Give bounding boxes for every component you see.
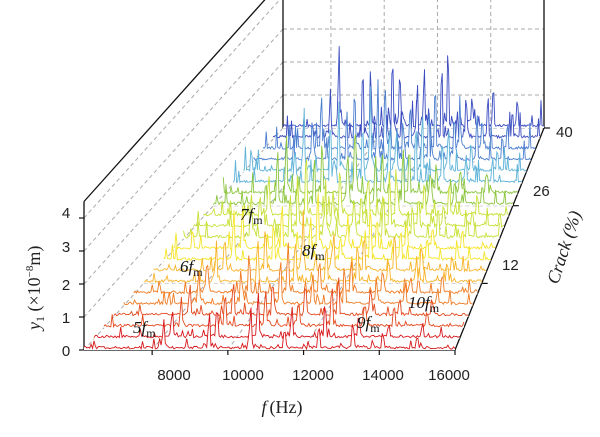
y-tick-label: 4 [62,205,70,222]
harmonic-symbol: f [311,241,318,260]
x-tick-label: 8000 [157,367,190,384]
frame-edge [83,0,266,202]
spectrum-trace [232,128,522,184]
harmonic-symbol: f [189,257,196,276]
side-wall-gridline [83,28,284,252]
harmonic-label: 6fm [180,257,203,279]
spectrum-trace-fill [243,86,527,173]
harmonic-order: 7 [240,205,250,224]
side-wall-gridline [83,61,284,285]
z-tick-label: 12 [502,257,519,274]
harmonic-subscript: m [430,301,440,315]
spectrum-trace [93,292,460,339]
harmonic-subscript: m [146,326,156,340]
spectrum-trace [203,159,509,218]
y-tick-label: 1 [62,310,70,327]
x-tick-label: 10000 [222,367,264,384]
y-tick-label: 2 [62,277,70,294]
x-tick-label: 12000 [292,367,334,384]
spectrum-trace [282,46,545,129]
harmonic-label: 8fm [302,241,325,263]
z-tick-label: 40 [556,124,573,141]
spectrum-trace-fill [263,90,536,151]
spectrum-trace [253,79,531,162]
harmonic-subscript: m [315,249,325,263]
z-tick-labels: 12 26 40 [502,124,573,274]
harmonic-label: 10fm [408,293,440,315]
side-wall-gridline [83,94,284,318]
spectrum-trace-fill [123,262,473,306]
x-tick-label: 16000 [428,367,470,384]
spectrum-trace-fill [173,192,496,251]
spectrum-trace [183,178,500,240]
harmonic-subscript: m [253,213,263,227]
spectrum-trace-fill [183,178,500,239]
harmonic-order: 10 [408,293,426,312]
harmonic-order: 6 [180,257,189,276]
harmonic-subscript: m [370,321,380,335]
harmonic-label: 5fm [133,318,156,340]
harmonic-symbol: f [142,318,149,337]
x-tick-label: 14000 [362,367,404,384]
spectrum-trace-fill [253,79,531,162]
spectrum-trace-fill [193,171,504,228]
waterfall-traces [83,46,545,351]
spectrum-trace-fill [203,159,509,217]
spectrum-trace [83,307,456,351]
y-tick-labels: 0 1 2 3 4 [62,205,70,360]
spectrum-trace-fill [163,210,491,262]
spectrum-trace-fill [113,277,469,317]
spectrum-trace-fill [94,293,460,339]
y-tick-label: 3 [62,239,70,256]
spectrum-trace-fill [223,134,518,195]
spectrum-trace-fill [213,149,513,206]
spectrum-trace-fill [143,240,482,284]
x-axis-label: f (Hz) [262,397,303,418]
harmonic-symbol: f [366,313,373,332]
spectrum-trace-fill [103,288,464,328]
side-wall-gridline [83,0,281,219]
spectrum-trace [212,149,514,206]
harmonic-subscript: m [193,265,203,279]
harmonic-symbol: f [249,205,256,224]
harmonic-order: 5 [133,318,142,337]
y-axis-label: y1 (×10−8m) [24,246,47,332]
spectrum-trace-fill [84,307,455,350]
harmonic-label: 7fm [240,205,263,227]
spectrum-trace-fill [153,209,487,273]
harmonic-order: 9 [357,313,366,332]
harmonic-symbol: f [425,293,432,312]
y-tick-label: 0 [62,343,70,360]
spectrum-trace-fill [273,68,540,140]
z-axis-label: Crack (%) [543,208,586,286]
harmonic-label: 9fm [357,313,380,335]
spectrum-trace-fill [233,130,522,184]
x-tick-labels: 8000 10000 12000 14000 16000 [157,367,470,384]
z-tick-label: 26 [533,183,550,200]
spectrum-trace [222,134,518,195]
spectrum-trace-fill [283,46,544,128]
harmonic-order: 8 [302,241,311,260]
